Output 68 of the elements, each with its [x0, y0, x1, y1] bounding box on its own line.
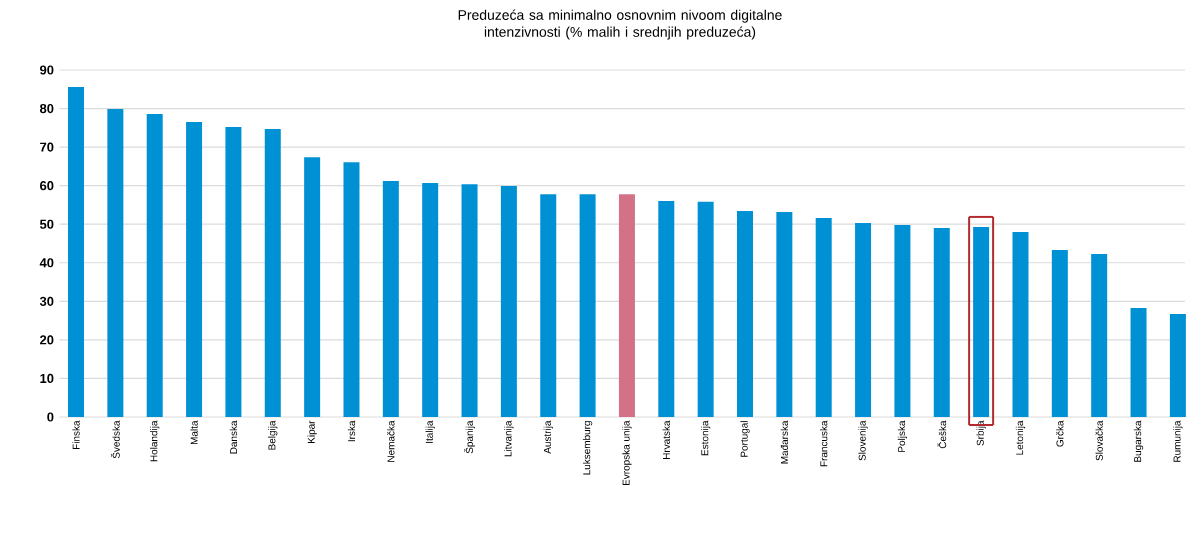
x-tick-label: Luksemburg: [582, 421, 593, 475]
x-tick-label: Belgija: [268, 420, 278, 450]
x-tick-label: Evropska unija: [622, 420, 632, 486]
bar: [500, 186, 517, 417]
bar: [107, 108, 124, 417]
bar: [382, 181, 399, 417]
bar: [658, 201, 675, 417]
y-tick-label: 50: [39, 219, 54, 229]
x-tick-label: Švedska: [110, 420, 120, 459]
y-tick-label: 70: [40, 142, 54, 152]
x-tick-label: Estonija: [701, 420, 711, 456]
bar: [894, 225, 911, 417]
bar: [343, 162, 360, 417]
bar: [540, 194, 557, 417]
x-tick-label: Poljska: [897, 420, 908, 452]
x-tick-label: Austrija: [543, 420, 553, 454]
x-tick-label: Slovačka: [1095, 420, 1103, 461]
bar: [1051, 250, 1068, 417]
x-tick-label: Bugarska: [1133, 420, 1144, 462]
x-tick-label: Rumunija: [1173, 420, 1183, 462]
x-tick-label: Slovenija: [858, 420, 868, 461]
x-tick-label: Češka: [937, 420, 947, 449]
x-tick-label: Irska: [347, 420, 356, 442]
x-tick-label: Finska: [72, 420, 80, 450]
x-tick-label: Mađarska: [780, 420, 789, 464]
bar: [618, 194, 635, 417]
x-tick-label: Italija: [425, 420, 435, 443]
bar: [422, 182, 439, 417]
bar: [776, 211, 793, 417]
bar: [304, 157, 321, 417]
x-tick-label: Nemačka: [387, 420, 395, 462]
bar: [146, 113, 163, 417]
bar: [1091, 253, 1108, 417]
x-tick-label: Kipar: [307, 420, 317, 443]
bar: [186, 122, 203, 417]
y-tick-label: 60: [40, 181, 54, 191]
x-tick-label: Holandija: [150, 420, 160, 462]
y-tick-label: 0: [47, 412, 54, 422]
x-tick-label: Španija: [464, 420, 475, 454]
y-tick-label: 80: [39, 103, 54, 114]
y-tick-label: 90: [40, 65, 54, 75]
y-tick-label: 10: [40, 373, 54, 384]
bar: [697, 201, 714, 417]
bar: [815, 218, 832, 417]
x-tick-label: Portugal: [740, 421, 750, 457]
bar: [68, 86, 85, 417]
bar: [1130, 307, 1147, 417]
bar: [225, 127, 242, 417]
bar: [1012, 231, 1029, 417]
bar: [264, 128, 281, 417]
bar: [933, 228, 950, 417]
y-tick-label: 30: [39, 296, 54, 306]
y-tick-label: 20: [40, 335, 54, 345]
bar: [973, 226, 990, 417]
bar: [1169, 314, 1186, 417]
bar: [461, 184, 478, 417]
bar: [737, 211, 753, 417]
x-tick-label: Danska: [229, 420, 238, 454]
chart-title: Preduzeća sa minimalno osnovnim nivoom digitalne intenzivnosti (% malih i srednjih preduzeća): [458, 9, 782, 40]
x-tick-label: Malta: [190, 420, 198, 445]
bar: [579, 194, 596, 417]
bar: [855, 223, 872, 417]
x-tick-label: Letonija: [1015, 420, 1026, 455]
x-tick-label: Litvanija: [504, 420, 514, 457]
y-tick-label: 40: [39, 258, 54, 268]
x-tick-label: Hrvatska: [662, 420, 670, 460]
x-tick-label: Francuska: [820, 420, 828, 467]
x-tick-label: Grčka: [1056, 420, 1064, 447]
